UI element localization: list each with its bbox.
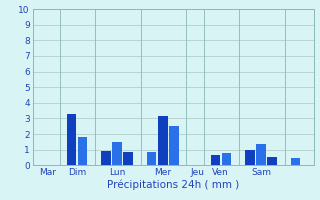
Bar [245,150,255,165]
Bar [124,152,133,165]
Bar [101,151,111,165]
Bar [256,144,266,165]
X-axis label: Précipitations 24h ( mm ): Précipitations 24h ( mm ) [108,180,240,190]
Bar [267,157,277,165]
Bar [78,137,87,165]
Bar [211,155,220,165]
Bar [291,158,300,165]
Bar [147,152,156,165]
Bar [112,142,122,165]
Bar [169,126,179,165]
Bar [221,153,231,165]
Bar [67,114,76,165]
Bar [158,116,167,165]
